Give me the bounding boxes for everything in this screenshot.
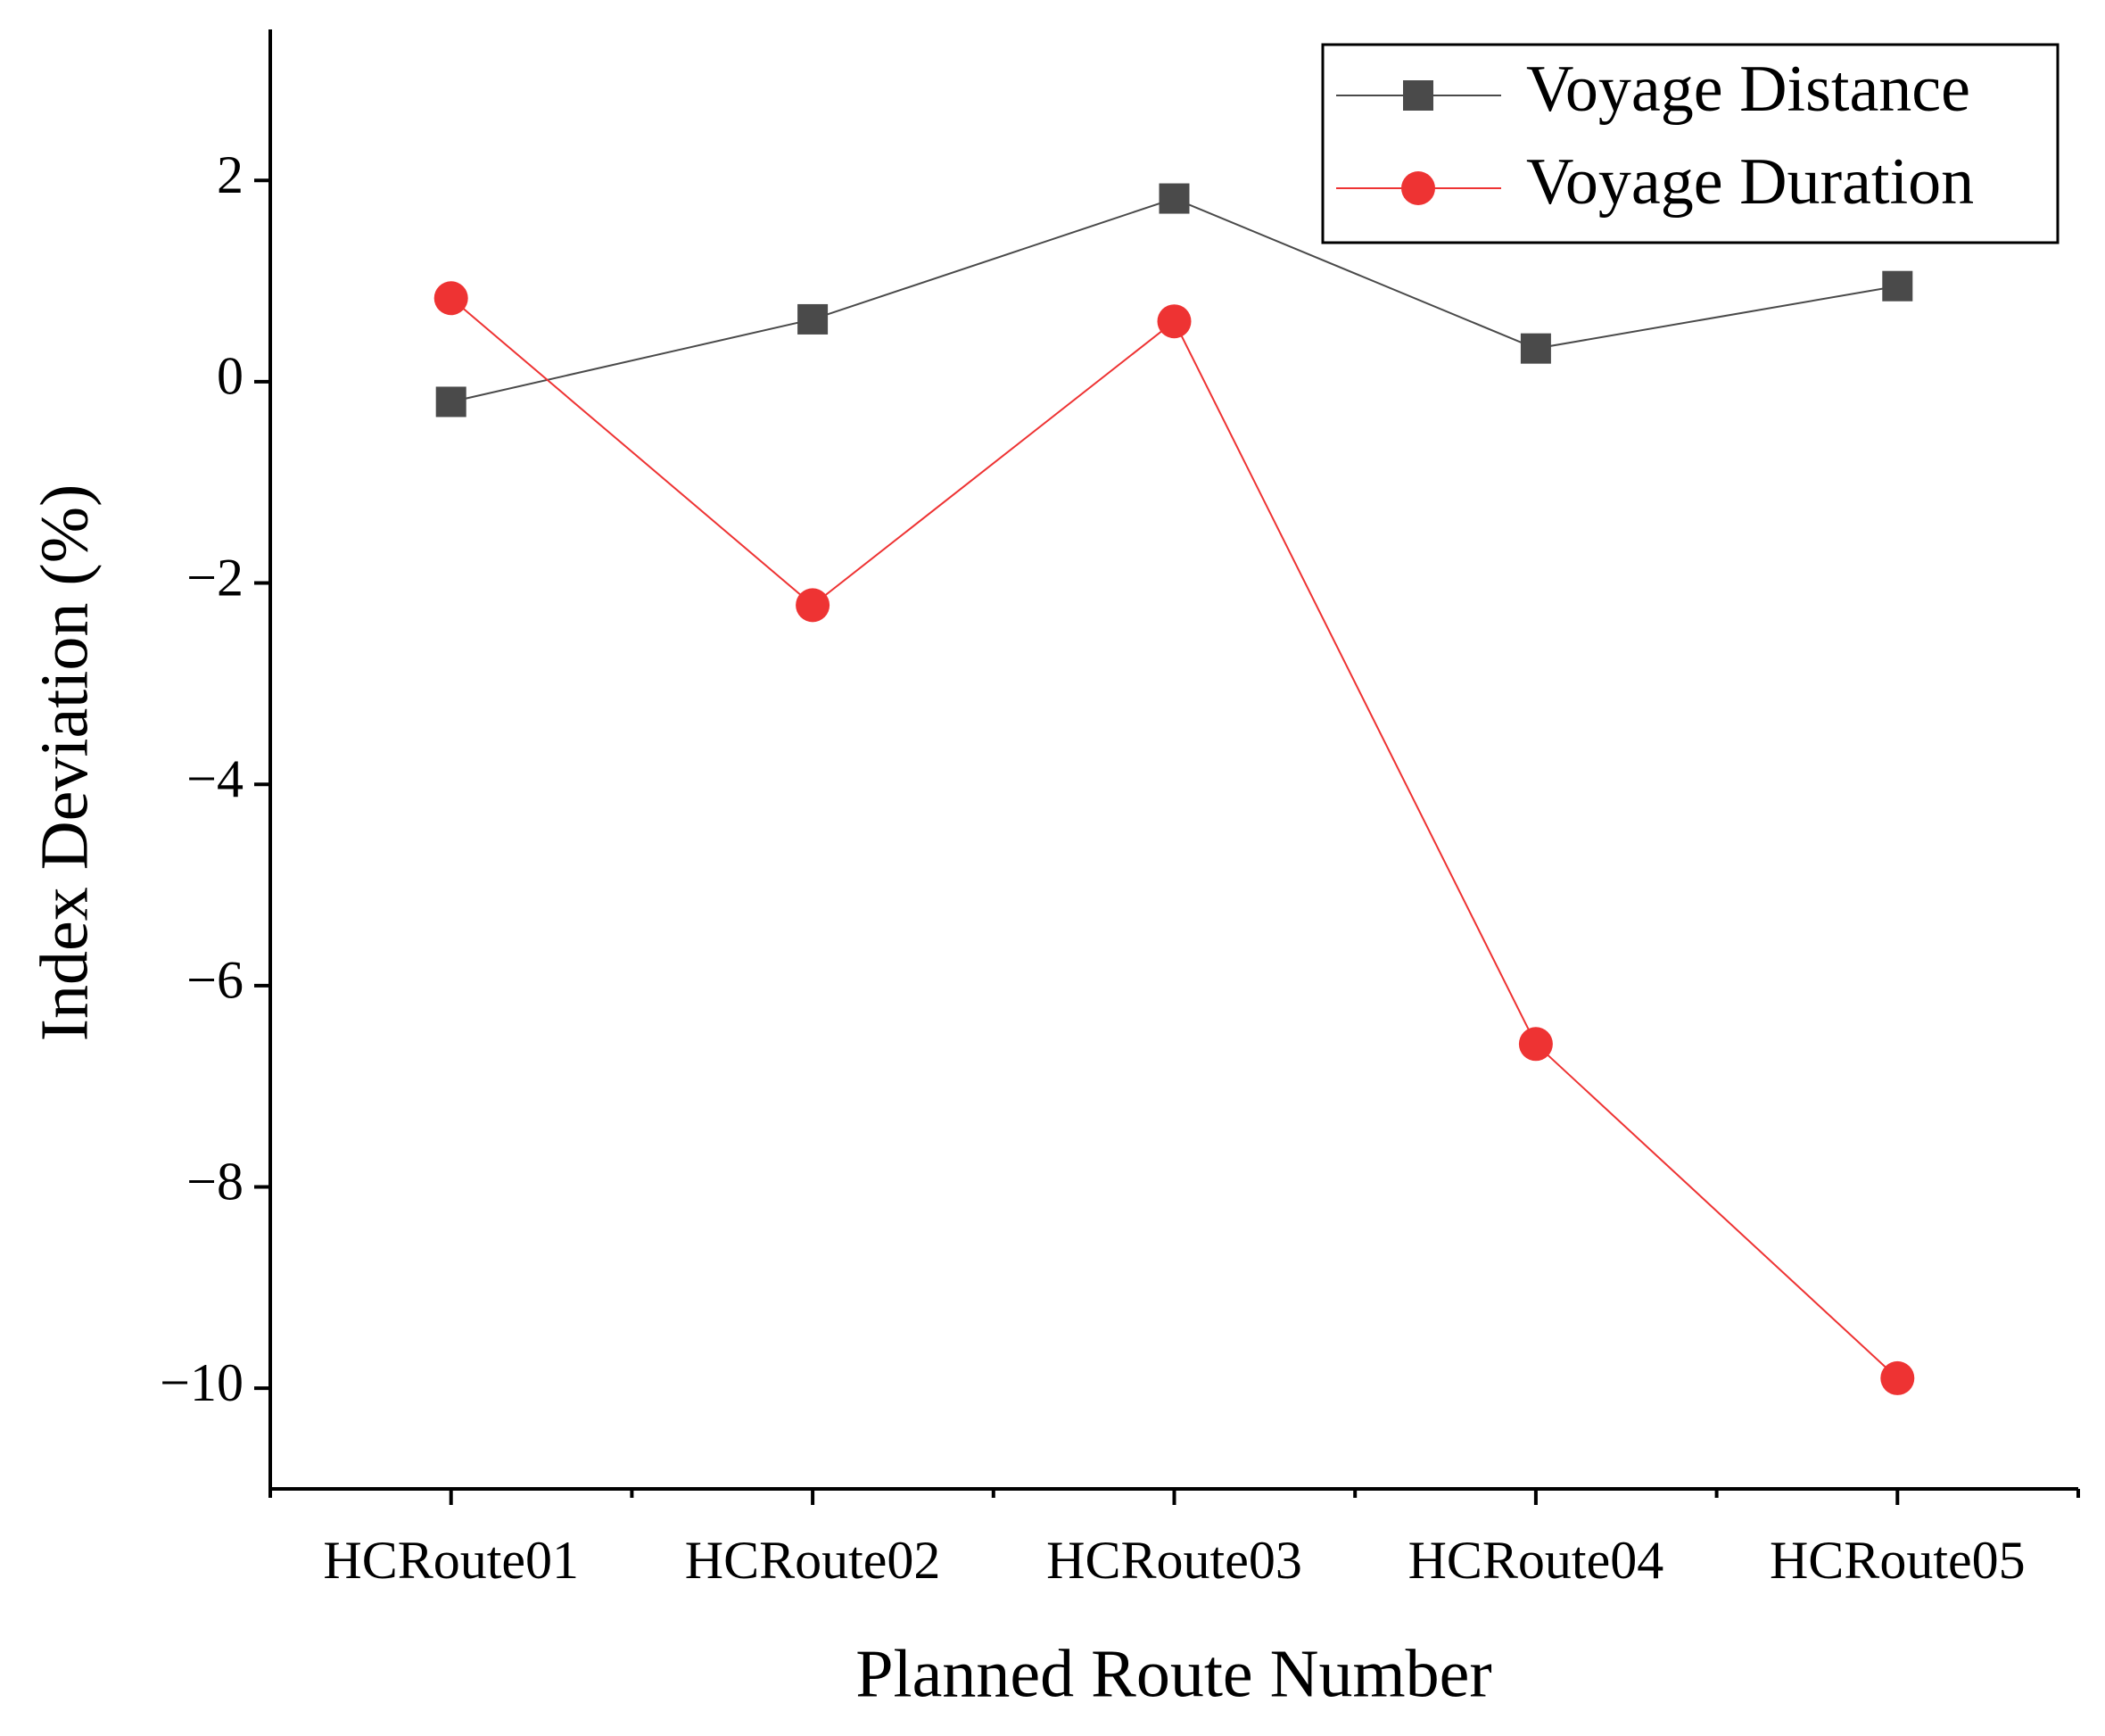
- data-point: [433, 281, 468, 316]
- legend-marker: [1403, 80, 1433, 111]
- y-tick-label: −2: [186, 548, 244, 607]
- legend-label: Voyage Duration: [1526, 145, 1974, 219]
- x-tick-label: HCRoute03: [1046, 1531, 1302, 1590]
- y-tick-label: −10: [160, 1353, 244, 1412]
- y-tick-label: −4: [186, 749, 244, 808]
- data-point: [1518, 1027, 1553, 1062]
- y-axis-title: Index Deviation (%): [27, 484, 102, 1042]
- x-tick-label: HCRoute04: [1408, 1531, 1664, 1590]
- data-point: [1880, 1360, 1915, 1395]
- y-tick-label: −8: [186, 1152, 244, 1211]
- x-tick-label: HCRoute05: [1770, 1531, 2026, 1590]
- data-point: [796, 588, 830, 623]
- data-point: [1882, 270, 1913, 302]
- y-tick-label: 0: [217, 347, 244, 406]
- y-tick-label: −6: [186, 951, 244, 1010]
- data-point: [1157, 304, 1192, 339]
- legend-label: Voyage Distance: [1526, 53, 1970, 126]
- data-point: [435, 386, 466, 417]
- data-point: [797, 303, 829, 335]
- data-point: [1159, 183, 1190, 214]
- legend-box: [1321, 43, 2060, 244]
- x-axis-title: Planned Route Number: [855, 1636, 1491, 1711]
- y-tick-label: 2: [217, 145, 244, 204]
- x-tick-label: HCRoute02: [685, 1531, 941, 1590]
- x-tick-label: HCRoute01: [323, 1531, 579, 1590]
- series-line: [450, 297, 1898, 1379]
- data-point: [1520, 333, 1551, 364]
- legend-marker: [1401, 171, 1435, 205]
